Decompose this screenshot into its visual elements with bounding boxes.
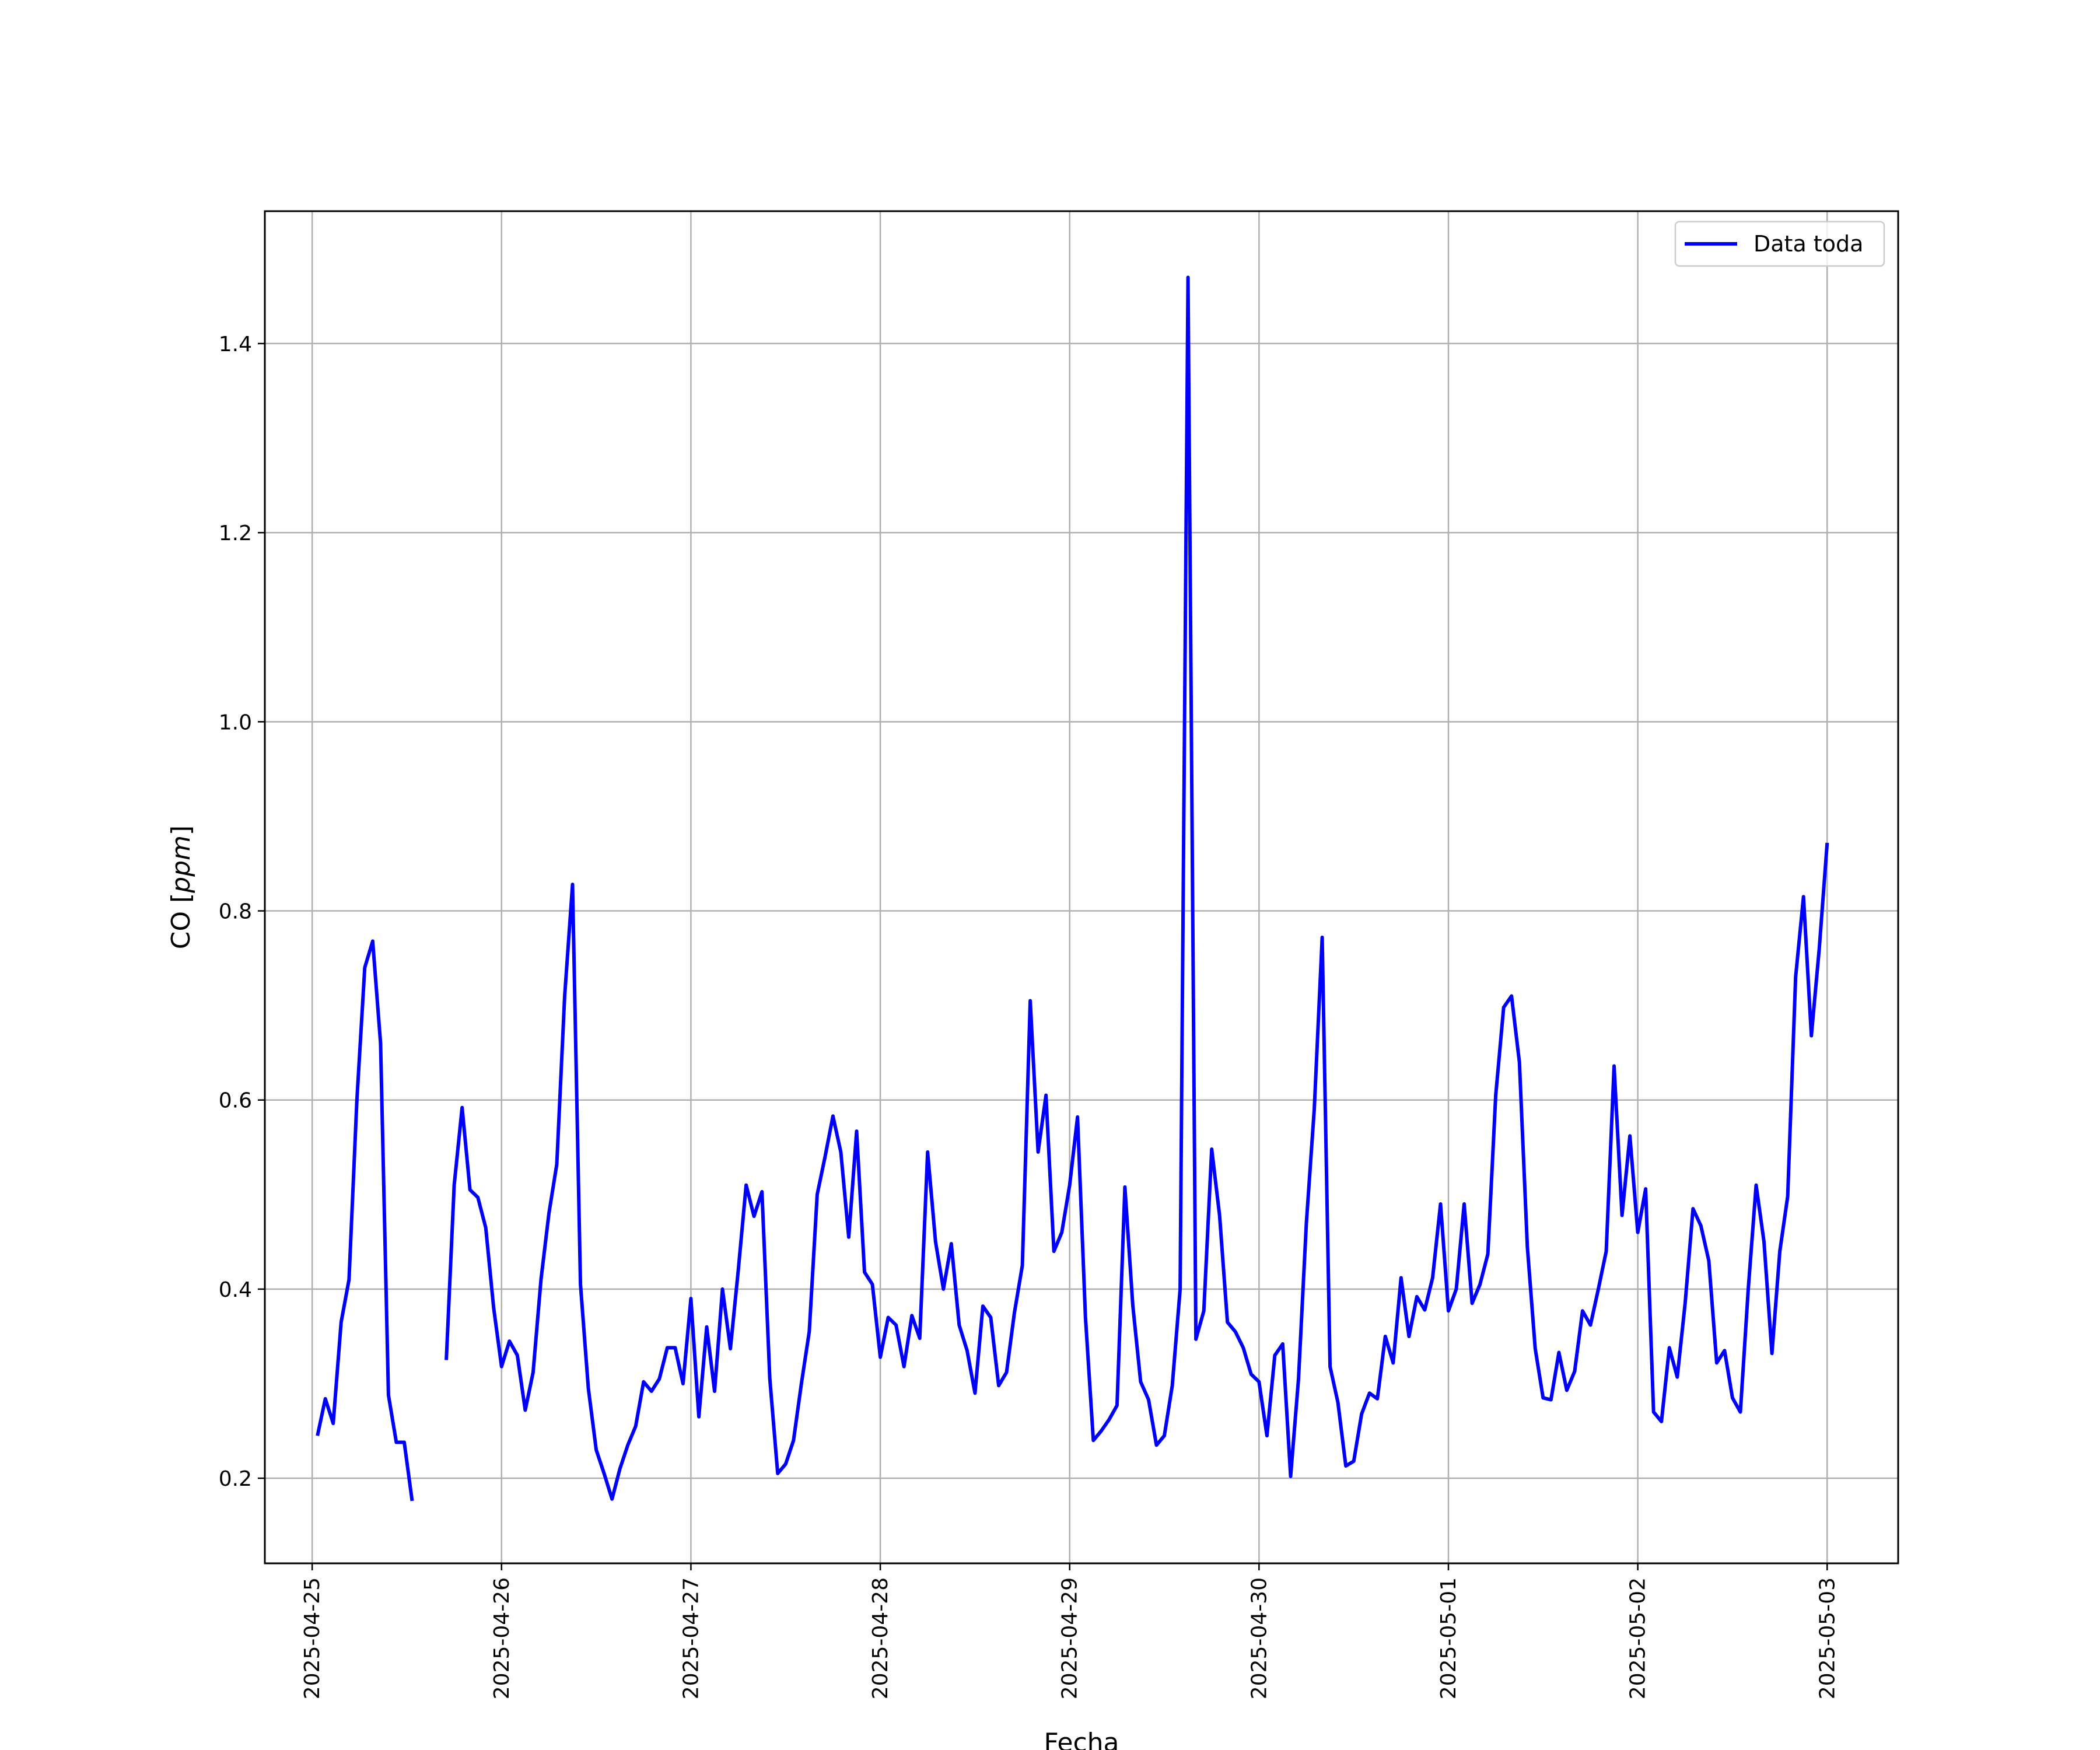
x-tick-label: 2025-04-27 [679, 1577, 703, 1699]
x-tick-label: 2025-04-30 [1247, 1577, 1271, 1699]
legend-label: Data toda [1754, 231, 1863, 257]
x-tick-label: 2025-05-03 [1815, 1577, 1839, 1699]
y-tick-label: 1.0 [219, 710, 252, 734]
x-tick-label: 2025-05-02 [1626, 1577, 1650, 1699]
y-tick-label: 0.4 [219, 1278, 252, 1302]
series-layer [316, 275, 1829, 1502]
x-tick-label: 2025-04-26 [490, 1577, 514, 1699]
legend-box [1674, 220, 1885, 267]
y-tick-label: 0.2 [219, 1467, 252, 1491]
y-tick-label: 0.8 [219, 900, 252, 924]
plot-frame [264, 210, 1899, 1564]
y-tick-label: 1.2 [219, 522, 252, 545]
series-line-segment [316, 939, 414, 1502]
y-tick-label: 1.4 [219, 332, 252, 356]
x-axis-label: Fecha [1044, 1728, 1119, 1750]
y-axis-label: CO [ppm] [166, 825, 196, 949]
grid [265, 211, 1898, 1563]
series-line-segment [444, 275, 1829, 1501]
x-tick-label: 2025-04-28 [869, 1577, 892, 1699]
y-axis-ticks: 0.2 0.4 0.6 0.8 1.0 1.2 1.4 [219, 332, 265, 1491]
x-axis-ticks: 2025-04-25 2025-04-26 2025-04-27 2025-04-28… [300, 1563, 1839, 1699]
y-tick-label: 0.6 [219, 1089, 252, 1113]
legend: Data toda [1674, 220, 1885, 267]
x-tick-label: 2025-04-29 [1058, 1577, 1082, 1699]
x-tick-label: 2025-04-25 [300, 1577, 324, 1699]
x-tick-label: 2025-05-01 [1437, 1577, 1461, 1699]
